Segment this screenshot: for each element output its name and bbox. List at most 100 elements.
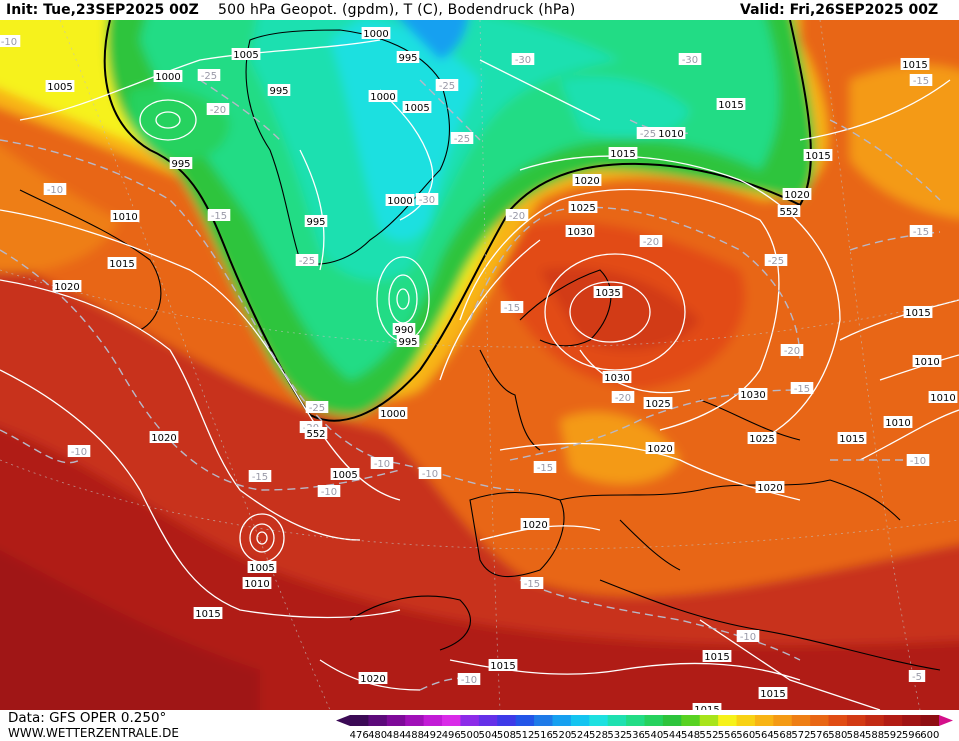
isotherm-label: -15 — [909, 74, 933, 87]
isotherm-label: -15 — [500, 301, 524, 314]
isobar-label: 1015 — [803, 149, 833, 162]
isobar-label: 1020 — [645, 442, 675, 455]
isotherm-label-text: -20 — [784, 346, 800, 357]
isobar-label-bg — [747, 432, 777, 444]
legend-swatch — [570, 715, 590, 726]
isobar-label-bg — [45, 80, 75, 92]
isotherm-label-bg — [317, 485, 341, 497]
isotherm-label-bg — [511, 53, 535, 65]
isotherm-label: -15 — [790, 382, 814, 395]
isotherm-label-text: -25 — [454, 134, 470, 145]
isobar-label-text: 1000 — [387, 196, 412, 207]
isobar-label: 995 — [267, 84, 291, 97]
legend-swatch — [515, 715, 535, 726]
legend-swatch — [423, 715, 443, 726]
legend-swatch — [442, 715, 461, 726]
isotherm-label-bg — [764, 254, 788, 266]
isobar-label-text: 990 — [394, 325, 413, 336]
chart-title: 500 hPa Geopot. (gpdm), T (C), Bodendruc… — [218, 2, 576, 18]
legend-swatch — [662, 715, 682, 726]
isotherm-label-text: -25 — [299, 256, 315, 267]
isobar-label-bg — [912, 355, 942, 367]
isobar-label-bg — [692, 703, 722, 710]
isotherm-label: -10 — [43, 183, 67, 196]
isobar-label-text: 1015 — [704, 652, 729, 663]
isobar-label-text: 1005 — [249, 563, 274, 574]
isobar-label-text: 995 — [269, 86, 288, 97]
isobar-label-text: 1015 — [610, 149, 635, 160]
isobar-label-text: 1010 — [112, 212, 137, 223]
isotherm-label-text: -20 — [210, 105, 226, 116]
isobar-label-text: 1000 — [370, 92, 395, 103]
isotherm-label: -10 — [0, 35, 21, 48]
legend-swatch — [699, 715, 719, 726]
isotherm-label-text: -25 — [309, 403, 325, 414]
isobar-label-bg — [304, 215, 328, 227]
isotherm-label-text: -20 — [615, 393, 631, 404]
isotherm-label-text: -10 — [1, 37, 17, 48]
legend-tick-label: 600 — [920, 730, 939, 741]
isobar-label-bg — [656, 127, 686, 139]
isobar-label-text: 1010 — [930, 393, 955, 404]
isotherm-label-bg — [206, 103, 230, 115]
legend-tick-label: 516 — [534, 730, 553, 741]
isobar-label: 1005 — [402, 101, 432, 114]
data-source: Data: GFS OPER 0.250° — [8, 710, 167, 726]
isobar-label-text: 1015 — [905, 308, 930, 319]
legend-swatch — [478, 715, 498, 726]
isobar-label-text: 1025 — [749, 434, 774, 445]
legend-swatch — [920, 715, 940, 726]
legend-tick-label: 584 — [847, 730, 866, 741]
legend-tick-label: 488 — [405, 730, 424, 741]
legend-swatch — [902, 715, 922, 726]
isobar-label-bg — [643, 397, 673, 409]
isotherm-label-text: -15 — [252, 472, 268, 483]
isobar-label-text: 1010 — [244, 579, 269, 590]
isotherm-label-bg — [780, 344, 804, 356]
isobar-label-bg — [396, 335, 420, 347]
isobar-label: 1015 — [193, 607, 223, 620]
isotherm-label-text: -15 — [524, 579, 540, 590]
isobar-label-text: 1010 — [885, 418, 910, 429]
isobar-label: 1035 — [593, 286, 623, 299]
isobar-label-text: 1015 — [805, 151, 830, 162]
isobar-label: 1020 — [520, 518, 550, 531]
legend-tick-label: 484 — [386, 730, 405, 741]
isotherm-label: -25 — [764, 254, 788, 267]
isobar-label-bg — [900, 58, 930, 70]
isobar-label-text: 1000 — [380, 409, 405, 420]
legend-swatch — [681, 715, 701, 726]
isobar-label-bg — [803, 149, 833, 161]
legend-tick-label: 592 — [883, 730, 902, 741]
isotherm-label-text: -10 — [740, 632, 756, 643]
isobar-label-text: 1030 — [604, 373, 629, 384]
isobar-label: 1015 — [488, 659, 518, 672]
isotherm-label-bg — [639, 235, 663, 247]
isobar-label: 990 — [392, 323, 416, 336]
isotherm-label-bg — [370, 457, 394, 469]
isobar-label: 1000 — [378, 407, 408, 420]
isobar-label-bg — [565, 225, 595, 237]
isobar-label-text: 1030 — [567, 227, 592, 238]
isotherm-label: -10 — [418, 467, 442, 480]
isobar-label-text: 1005 — [332, 470, 357, 481]
legend-tick-label: 544 — [663, 730, 682, 741]
legend-tick-label: 564 — [755, 730, 774, 741]
isotherm-label-bg — [0, 35, 21, 47]
isotherm-label: -10 — [67, 445, 91, 458]
isotherm-label: -10 — [370, 457, 394, 470]
isobar-label: 1010 — [242, 577, 272, 590]
graticule — [0, 20, 959, 710]
isotherm-label-bg — [305, 401, 329, 413]
isotherm-label-bg — [520, 577, 544, 589]
isotherm-label-bg — [500, 301, 524, 313]
isobar-label-bg — [928, 391, 958, 403]
isotherm-label-bg — [295, 254, 319, 266]
legend-tick-label: 588 — [865, 730, 884, 741]
isobar-label: 1000 — [368, 90, 398, 103]
isotherm-label-text: -15 — [794, 384, 810, 395]
isobar-label: 1015 — [903, 306, 933, 319]
legend-tick-label: 568 — [773, 730, 792, 741]
isotherm-label: -15 — [207, 209, 231, 222]
isobar-label-bg — [782, 188, 812, 200]
